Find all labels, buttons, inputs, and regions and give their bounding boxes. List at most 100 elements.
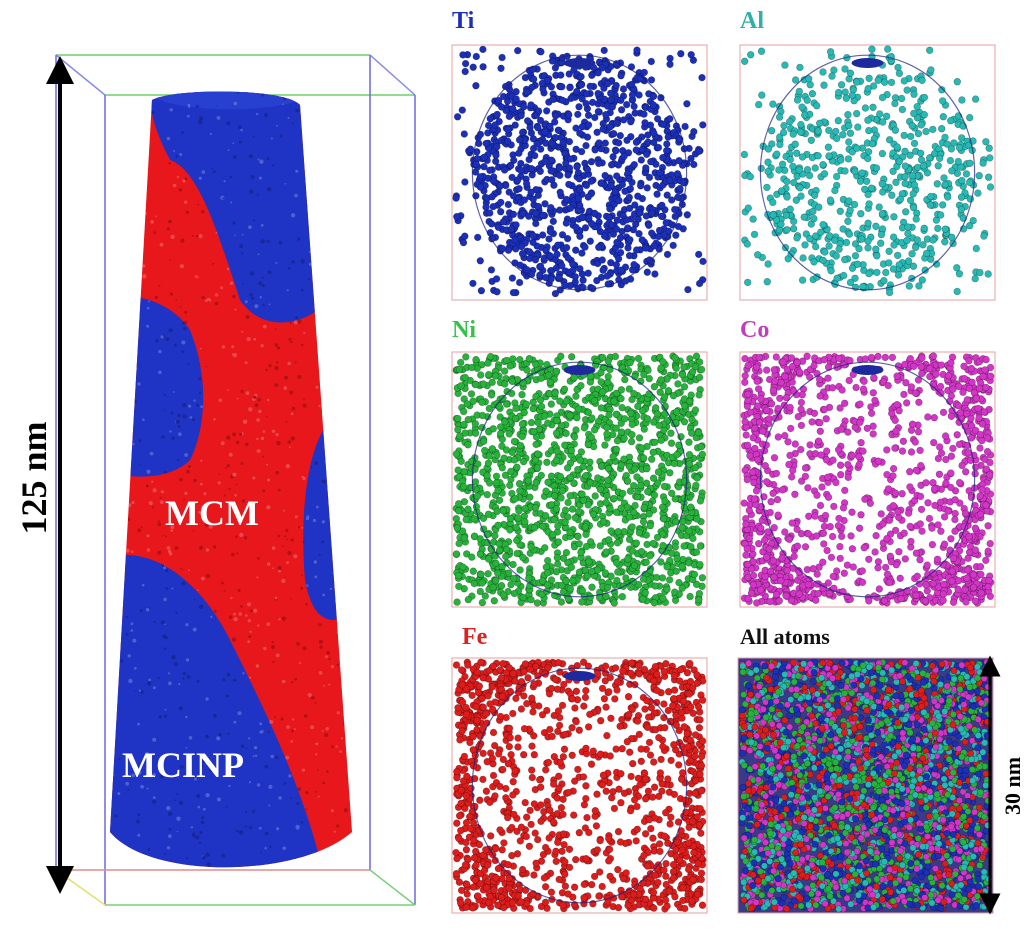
tip-grain <box>272 660 275 664</box>
atom-point <box>601 139 609 147</box>
tip-grain <box>358 348 361 351</box>
tip-grain <box>300 91 303 94</box>
tip-grain <box>322 105 327 110</box>
atom-point <box>667 489 676 497</box>
atom-point <box>654 232 663 241</box>
atom-point <box>501 367 509 375</box>
atom-point <box>653 115 662 123</box>
atom-point <box>480 153 488 162</box>
atom-point <box>486 479 494 487</box>
atom-point <box>665 176 674 185</box>
atom-point <box>639 595 647 603</box>
tip-grain <box>140 784 145 789</box>
atom-point <box>553 447 561 455</box>
atom-point <box>844 428 852 436</box>
tip-grain <box>159 500 164 504</box>
atom-point <box>852 109 861 118</box>
atom-point <box>543 458 551 466</box>
atom-point <box>678 523 686 532</box>
atom-point <box>647 76 656 84</box>
atom-point <box>460 407 468 416</box>
atom-point <box>548 176 556 184</box>
atom-point <box>607 181 615 190</box>
atom-point <box>928 524 936 532</box>
tip-grain <box>137 770 142 775</box>
tip-grain <box>212 545 217 549</box>
atom-point <box>554 126 562 134</box>
tip-grain <box>300 259 305 264</box>
tip-grain <box>185 658 190 662</box>
tip-grain <box>180 765 184 769</box>
tip-grain <box>181 350 185 353</box>
tip-grain <box>182 321 186 325</box>
tip-grain <box>281 616 286 621</box>
atom-point <box>531 504 540 512</box>
atom-point <box>557 71 565 79</box>
tip-grain <box>137 813 141 816</box>
atom-point <box>675 578 683 587</box>
atom-point <box>576 232 584 241</box>
tip-grain <box>300 117 304 121</box>
atom-point <box>865 269 873 278</box>
atom-point <box>494 569 502 577</box>
atom-point <box>493 451 501 459</box>
atom-point <box>816 427 824 435</box>
tip-grain <box>172 391 175 393</box>
tip-grain <box>188 503 192 508</box>
tip-grain <box>350 212 352 215</box>
atom-point <box>865 126 873 135</box>
atom-point <box>518 390 526 399</box>
atom-point <box>630 561 639 570</box>
tip-grain <box>300 821 304 824</box>
tip-grain <box>227 732 230 735</box>
tip-grain <box>337 323 341 327</box>
tip-grain <box>275 755 279 759</box>
atom-point <box>685 460 694 468</box>
atom-point <box>814 152 822 160</box>
atom-point <box>485 371 493 379</box>
atom-point <box>633 473 641 481</box>
atom-point <box>800 213 808 221</box>
atom-point <box>620 152 628 160</box>
tip-grain <box>345 580 349 584</box>
atom-point <box>910 109 918 118</box>
atom-point <box>903 86 911 94</box>
atom-point <box>640 425 648 433</box>
atom-point <box>974 189 982 197</box>
atom-point <box>642 150 651 159</box>
atom-point <box>754 100 763 109</box>
tip-grain <box>316 262 319 265</box>
tip-grain <box>351 727 352 730</box>
atom-point <box>618 403 626 412</box>
tip-grain <box>184 453 189 457</box>
tip-grain <box>164 470 168 474</box>
atom-point <box>695 391 703 399</box>
tip-grain <box>145 751 149 756</box>
tip-grain <box>331 321 336 326</box>
tip-grain <box>328 683 331 686</box>
atom-point <box>466 145 475 153</box>
tip-grain <box>137 833 141 837</box>
atom-point <box>552 367 561 375</box>
tip-grain <box>314 575 318 579</box>
atom-point <box>633 46 641 54</box>
tip-grain <box>146 608 150 612</box>
tip-grain <box>314 790 317 793</box>
atom-point <box>554 241 562 249</box>
atom-point <box>538 231 547 239</box>
atom-point <box>865 200 873 208</box>
atom-point <box>577 72 585 81</box>
tip-grain <box>134 366 138 370</box>
tip-grain <box>165 337 170 342</box>
atom-point <box>841 88 849 96</box>
tip-grain <box>321 865 326 868</box>
atom-point <box>484 459 493 467</box>
atom-point <box>494 521 502 529</box>
tip-grain <box>164 409 166 411</box>
tip-grain <box>351 255 352 260</box>
atom-point <box>568 505 577 513</box>
atom-point <box>572 223 580 232</box>
atom-point <box>893 251 902 260</box>
atom-point <box>577 548 585 557</box>
atom-point <box>611 352 620 361</box>
